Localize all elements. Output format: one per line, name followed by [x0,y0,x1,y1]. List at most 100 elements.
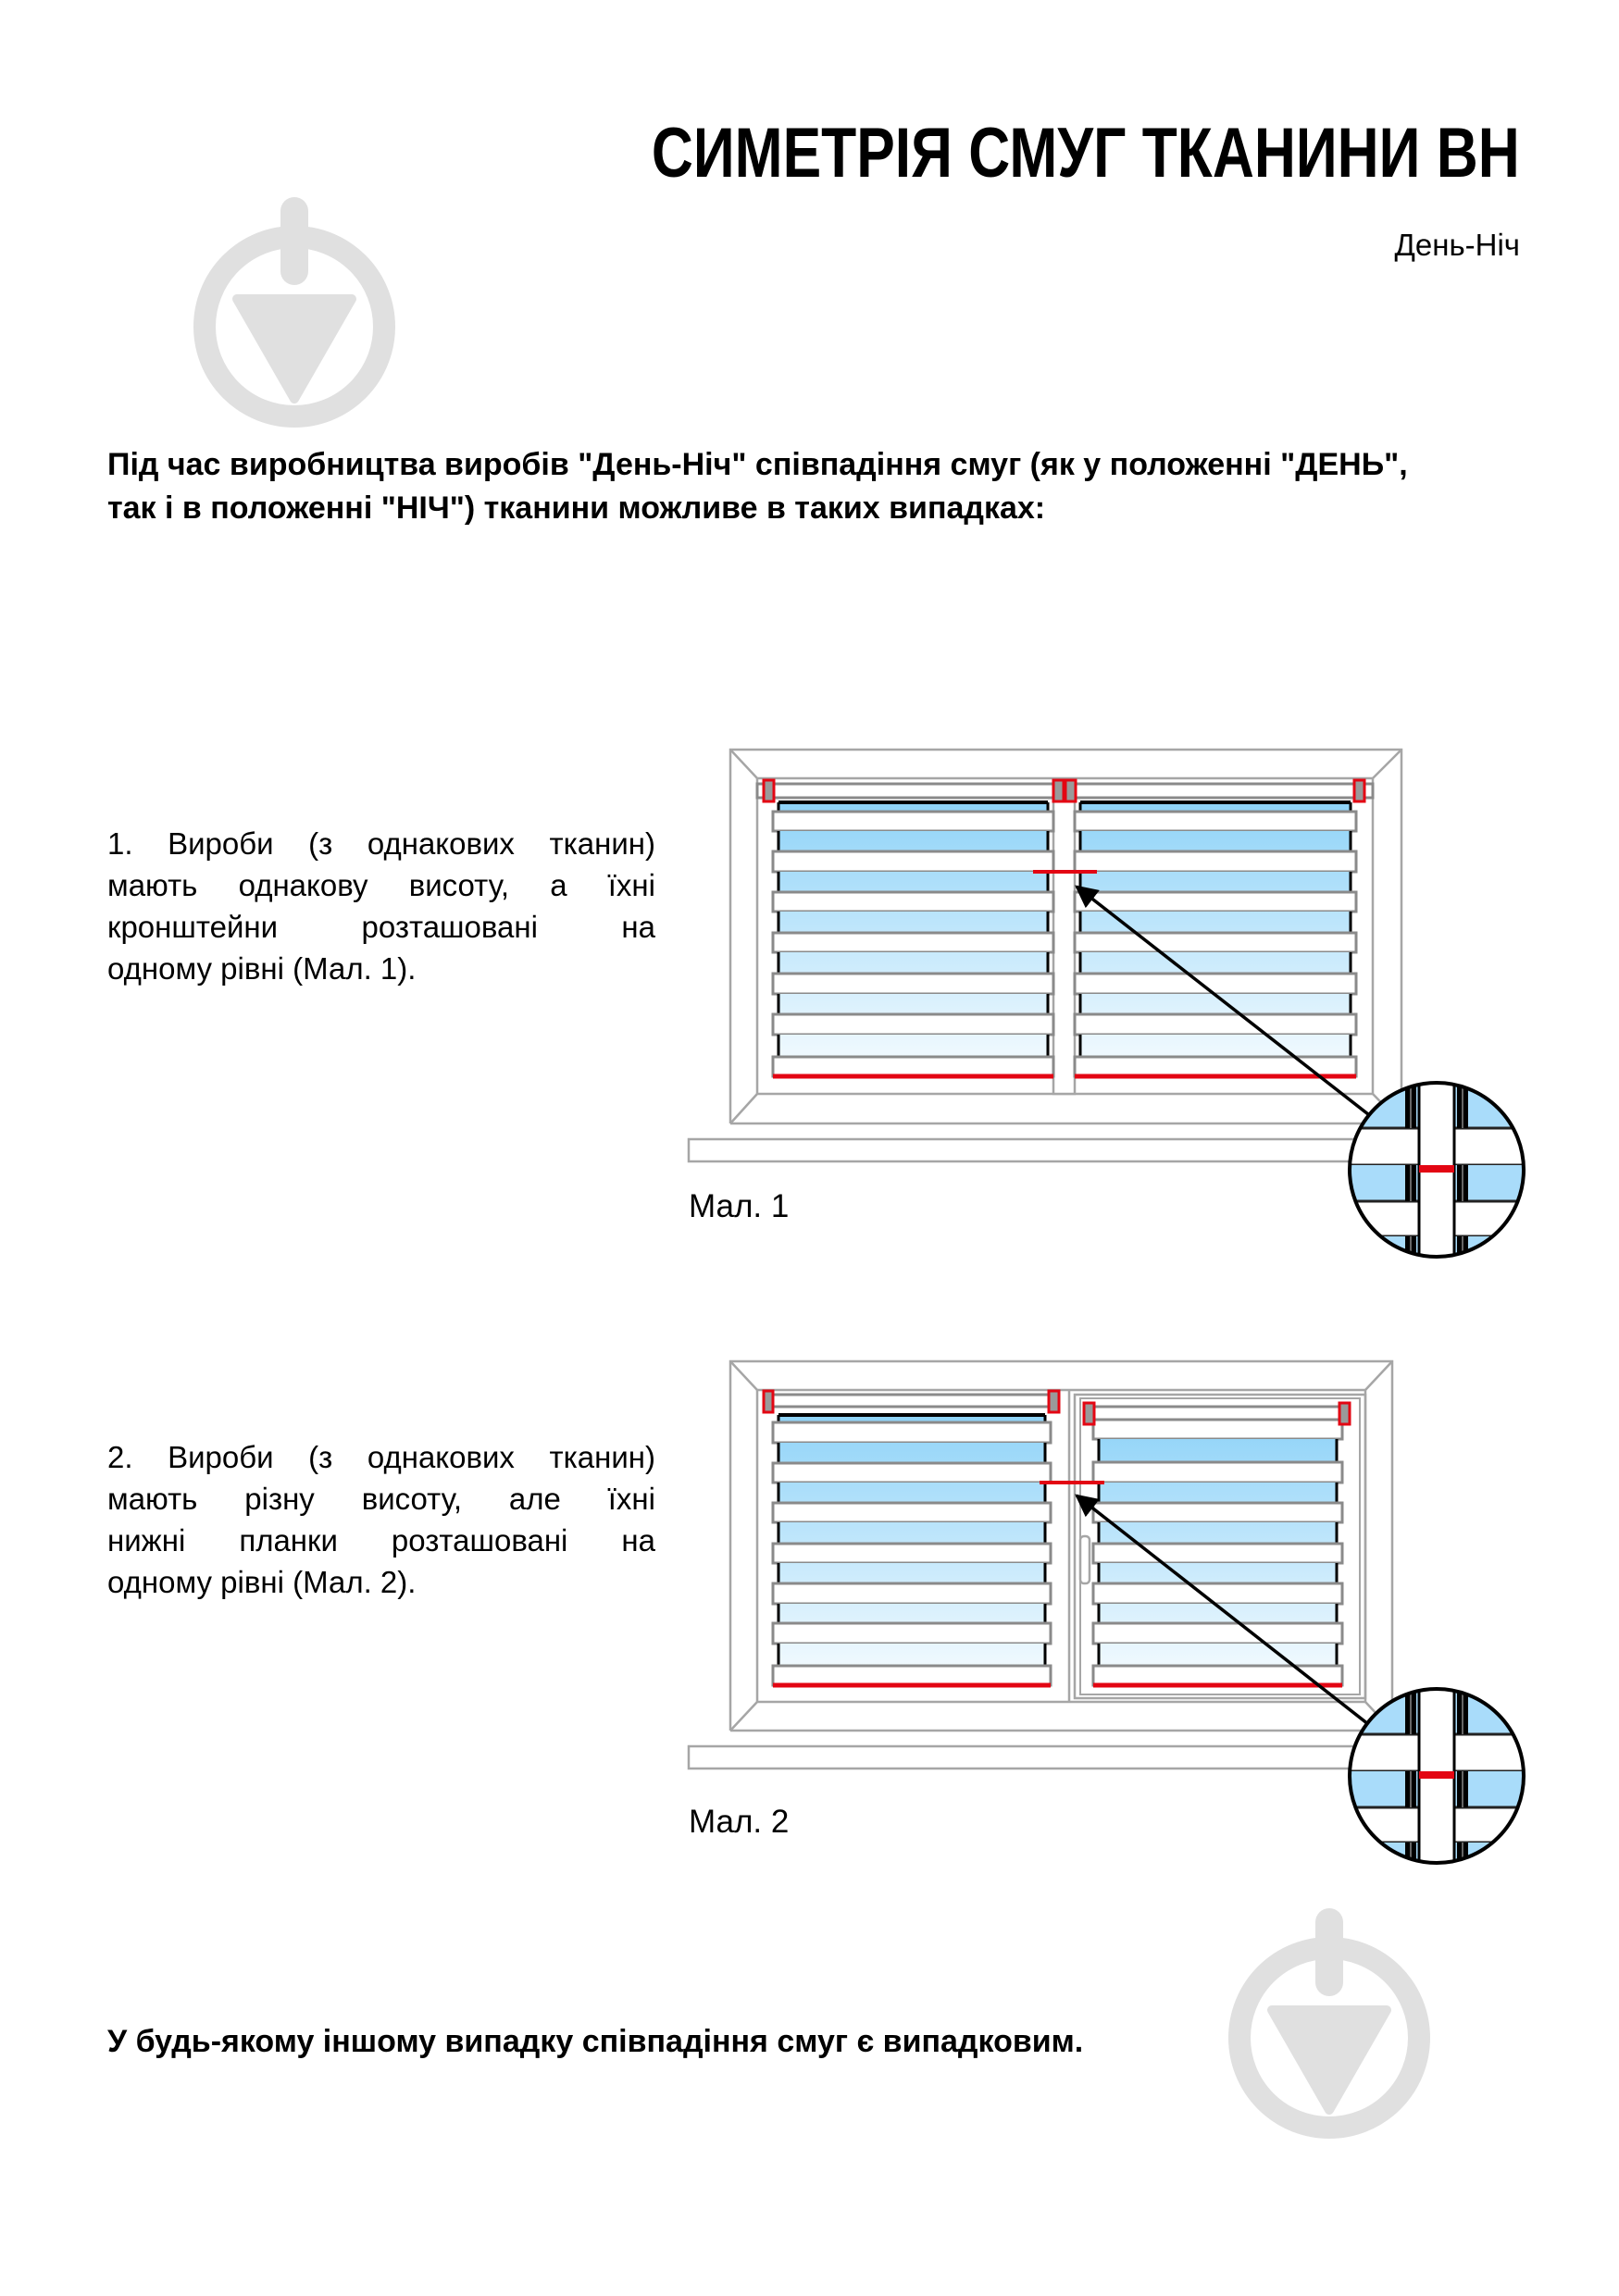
case-line: мають різну висоту, але їхні [107,1482,655,1516]
case-line: одному рівні (Мал. 2). [107,1565,417,1599]
opaque-stripe [1091,1542,1344,1565]
sheer-stripe [778,1443,1046,1463]
sheer-stripe [1079,952,1351,974]
window-sash [1073,1393,1367,1700]
sheer-stripe [778,994,1049,1014]
case-line: кронштейни розташовані на [107,910,655,944]
detail-circle-outline [1348,1081,1526,1259]
figure-2-caption: Мал. 2 [689,1804,790,1840]
sheer-stripe [1098,1483,1338,1503]
case-1-paragraph: 1. Вироби (з однакових тканин) мають одн… [107,823,655,989]
sheer-stripe [778,1415,1046,1422]
sheer-stripe [778,1483,1046,1503]
detail-red-marker [1419,1165,1454,1173]
opaque-stripe [771,1664,1052,1687]
bracket-icon [1064,778,1077,803]
case-line: одному рівні (Мал. 1). [107,951,417,986]
blind-headrail [1091,1405,1344,1421]
window-reveal-lines [729,749,1402,1124]
sheer-stripe [1079,802,1351,812]
sheer-stripe [1079,994,1351,1014]
sheer-stripe [778,1604,1046,1623]
sheer-stripe [1079,872,1351,892]
opaque-stripe [771,1461,1052,1484]
arrow-icon [1075,885,1370,1116]
sheer-stripe [778,912,1049,933]
case-line: нижні планки розташовані на [107,1523,655,1558]
detail-circle-outline [1348,1687,1526,1865]
figure-1-window-diagram [687,748,1526,1259]
opaque-stripe [1073,890,1358,913]
opaque-stripe [1091,1460,1344,1484]
sheer-stripe [778,952,1049,974]
bracket-icon [1047,1389,1061,1414]
magnifier-detail-icon [1350,1083,1524,1257]
opaque-stripe [771,931,1055,954]
sheer-stripe [778,802,1049,812]
sheer-stripe [1098,1604,1338,1623]
case-line: 2. Вироби (з однакових тканин) [107,1440,655,1474]
watermark-logo-icon [1228,1908,1430,2139]
sheer-stripe [1098,1563,1338,1583]
opaque-stripe [1091,1418,1344,1441]
page-title: СИМЕТРІЯ СМУГ ТКАНИНИ ВН [652,114,1520,192]
window-outer-frame [729,1359,1394,1732]
window-reveal-lines [729,1360,1393,1731]
window-sill [687,1744,1418,1770]
bracket-icon [762,778,776,803]
opaque-stripe [771,1421,1052,1445]
blind-headrail [771,1393,1052,1409]
watermark-logo-icon [193,197,395,428]
bracket-icon [762,1389,775,1414]
sheer-stripe [1098,1644,1338,1666]
watermark-stem [1315,1908,1343,1996]
sheer-stripe [1098,1439,1338,1462]
opaque-stripe [771,850,1055,874]
watermark-triangle [1267,2005,1391,2115]
case-line: мають однакову висоту, а їхні [107,868,655,902]
case-2-paragraph: 2. Вироби (з однакових тканин) мають різ… [107,1436,655,1603]
sheer-stripe [778,831,1049,851]
bracket-icon [1052,778,1065,803]
opaque-stripe [1091,1582,1344,1606]
watermark-stem [280,197,308,285]
opaque-stripe [771,1542,1052,1565]
opaque-stripe [1073,972,1358,996]
opaque-stripe [771,1621,1052,1645]
window-sill [687,1137,1418,1163]
opaque-stripe [1091,1621,1344,1645]
opaque-stripe [1073,1012,1358,1036]
bracket-icon [1338,1401,1351,1426]
arrow-icon [1075,1494,1370,1726]
sheer-stripe [778,1644,1046,1666]
opaque-stripe [771,1012,1055,1036]
window-mullion [1052,796,1077,1096]
opaque-stripe [1073,810,1358,833]
sheer-stripe [778,1563,1046,1583]
intro-line: Під час виробництва виробів "День-Ніч" с… [107,447,1408,482]
sheer-stripe [778,1522,1046,1544]
bracket-icon [1082,1401,1096,1426]
window-outer-frame [729,748,1403,1125]
page-subtitle: День-Ніч [1394,228,1520,262]
watermark-triangle [232,294,356,403]
window-handle-icon [1078,1534,1091,1585]
figure-1-caption: Мал. 1 [689,1188,790,1224]
opaque-stripe [771,810,1055,833]
sheer-stripe [778,872,1049,892]
opaque-stripe [1073,850,1358,874]
detail-red-marker [1419,1771,1454,1779]
intro-line: так і в положенні "НІЧ") тканини можливе… [107,490,1046,526]
opaque-stripe [771,972,1055,996]
bracket-icon [1352,778,1366,803]
opaque-stripe [771,890,1055,913]
sheer-stripe [778,1035,1049,1057]
sheer-stripe [1079,831,1351,851]
sheer-stripe [1079,912,1351,933]
magnifier-detail-icon [1350,1689,1524,1863]
sheer-stripe [1098,1522,1338,1544]
case-line: 1. Вироби (з однакових тканин) [107,826,655,861]
intro-paragraph: Під час виробництва виробів "День-Ніч" с… [107,443,1408,530]
opaque-stripe [771,1582,1052,1606]
